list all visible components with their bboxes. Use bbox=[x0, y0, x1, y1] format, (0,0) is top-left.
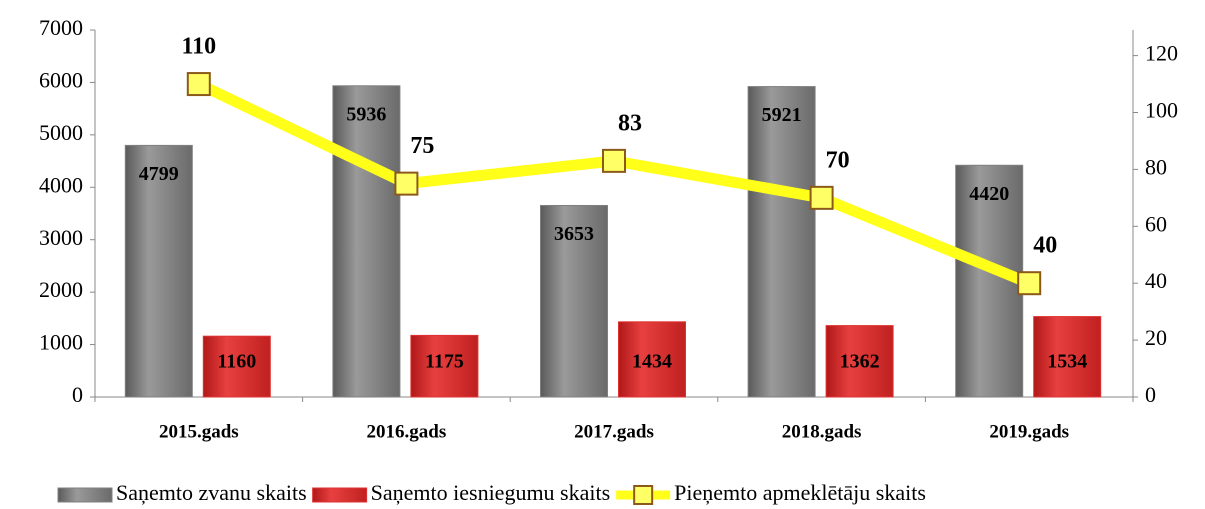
value-label: 1434 bbox=[632, 351, 672, 373]
line-marker bbox=[602, 148, 626, 173]
y2-tick-label: 80 bbox=[1145, 154, 1167, 179]
y-tick-label: 1000 bbox=[39, 330, 83, 355]
bar bbox=[825, 325, 894, 398]
legend: Saņemto zvanu skaits Saņemto iesniegumu s… bbox=[57, 480, 926, 505]
line-value-label: 70 bbox=[826, 147, 850, 173]
bar bbox=[410, 334, 479, 398]
y-tick-label: 2000 bbox=[39, 277, 83, 302]
value-label: 1534 bbox=[1047, 351, 1087, 373]
line-value-label: 110 bbox=[181, 34, 216, 60]
value-label: 1362 bbox=[840, 351, 880, 373]
value-label: 4420 bbox=[969, 183, 1009, 205]
value-label: 4799 bbox=[139, 163, 179, 185]
legend-label: Saņemto iesniegumu skaits bbox=[371, 480, 611, 505]
y-tick-label: 4000 bbox=[39, 172, 83, 197]
x-tick-label: 2017.gads bbox=[574, 421, 654, 442]
line-marker bbox=[394, 171, 419, 196]
y2-tick-label: 0 bbox=[1145, 382, 1156, 407]
y-tick-label: 7000 bbox=[39, 15, 83, 40]
value-label: 5921 bbox=[762, 104, 802, 126]
bar bbox=[618, 321, 686, 398]
y2-tick-label: 20 bbox=[1145, 325, 1167, 350]
value-label: 3653 bbox=[554, 223, 594, 245]
bar bbox=[332, 85, 401, 398]
legend-marker bbox=[633, 485, 654, 505]
bar bbox=[540, 204, 608, 398]
y2-tick-label: 40 bbox=[1145, 268, 1167, 293]
bar bbox=[202, 335, 271, 398]
line-value-label: 75 bbox=[410, 133, 434, 159]
bar bbox=[1033, 316, 1102, 398]
line-value-label: 40 bbox=[1033, 233, 1057, 259]
line-marker bbox=[809, 185, 834, 210]
y2-tick-label: 60 bbox=[1145, 211, 1167, 236]
value-label: 1175 bbox=[425, 351, 464, 373]
legend-swatch bbox=[57, 487, 113, 503]
line-marker bbox=[1017, 271, 1042, 296]
y2-tick-label: 120 bbox=[1145, 41, 1178, 66]
x-tick-label: 2015.gads bbox=[159, 421, 239, 442]
legend-label: Pieņemto apmeklētāju skaits bbox=[674, 480, 926, 505]
y-tick-label: 0 bbox=[72, 382, 83, 407]
legend-label: Saņemto zvanu skaits bbox=[116, 480, 307, 505]
line-value-label: 83 bbox=[618, 110, 642, 136]
line bbox=[196, 79, 1032, 289]
line-marker bbox=[186, 72, 211, 97]
x-tick-label: 2018.gads bbox=[782, 421, 862, 442]
y-tick-label: 5000 bbox=[39, 120, 83, 145]
value-label: 5936 bbox=[346, 103, 386, 125]
x-tick-label: 2016.gads bbox=[367, 421, 447, 442]
x-tick-label: 2019.gads bbox=[989, 421, 1069, 442]
bar bbox=[124, 144, 193, 398]
legend-swatch bbox=[312, 487, 368, 503]
bar bbox=[747, 86, 816, 398]
y2-tick-label: 100 bbox=[1145, 98, 1178, 123]
value-label: 1160 bbox=[217, 351, 256, 373]
y-tick-label: 6000 bbox=[39, 67, 83, 92]
y-tick-label: 3000 bbox=[39, 225, 83, 250]
